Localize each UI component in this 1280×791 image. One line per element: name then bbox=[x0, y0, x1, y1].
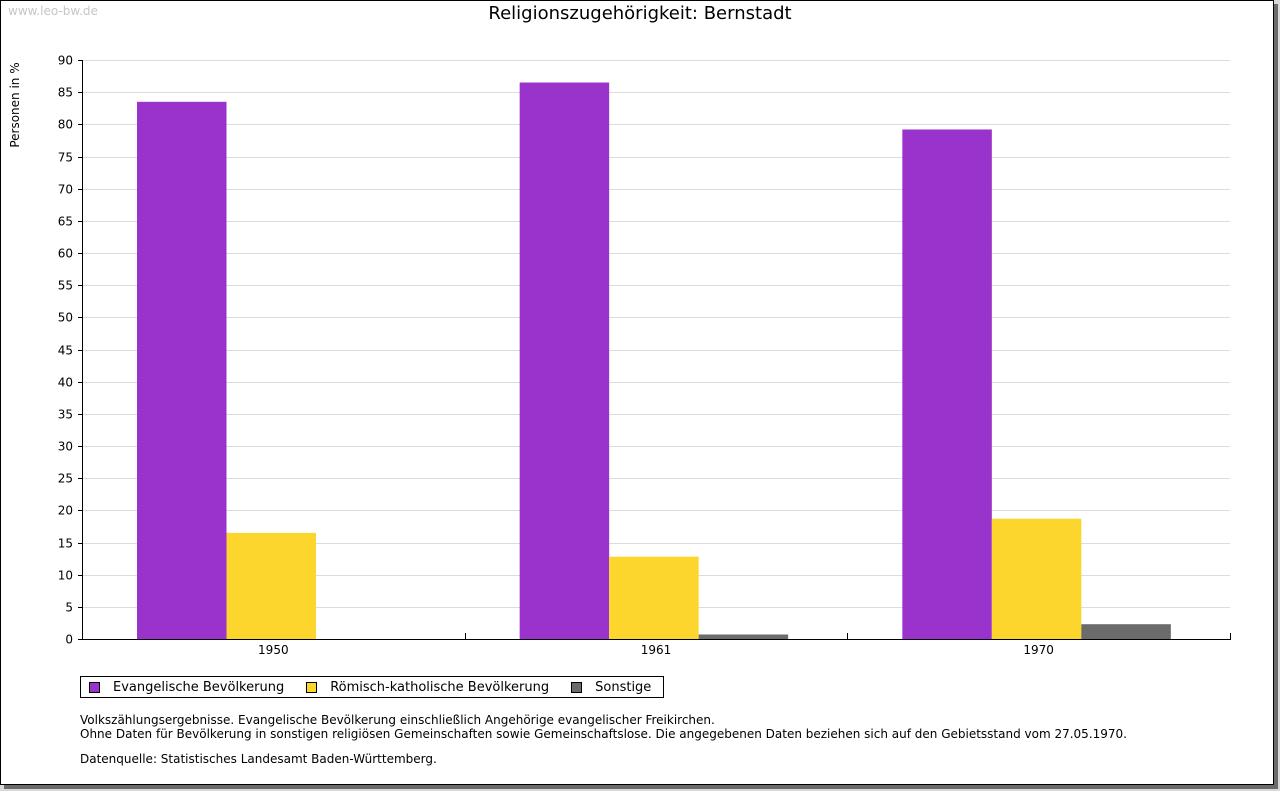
bar-1961-series-3 bbox=[698, 634, 789, 639]
bar-1970-series-2 bbox=[991, 518, 1082, 639]
y-tick-label: 55 bbox=[58, 279, 73, 293]
y-tick-label: 80 bbox=[58, 118, 73, 132]
bar-1961-series-1 bbox=[519, 82, 610, 640]
y-tick-label: 15 bbox=[58, 537, 73, 551]
legend-swatch-katholisch bbox=[306, 681, 318, 693]
legend-item-sonstige: Sonstige bbox=[571, 680, 651, 695]
footnotes: Volkszählungsergebnisse. Evangelische Be… bbox=[80, 713, 1127, 741]
chart-title: Religionszugehörigkeit: Bernstadt bbox=[488, 3, 792, 24]
bar-1970-series-3 bbox=[1081, 624, 1171, 639]
x-tick-label: 1950 bbox=[258, 643, 289, 657]
bar-chart: 0 5 10 15 20 25 30 35 40 45 50 55 60 65 70 75 80 85 90 1950… bbox=[58, 54, 1231, 657]
y-tick-label: 65 bbox=[58, 215, 73, 229]
footnote-line-2: Ohne Daten für Bevölkerung in sonstigen … bbox=[80, 727, 1127, 741]
bar-1950-series-1 bbox=[137, 101, 227, 640]
legend-label-katholisch: Römisch-katholische Bevölkerung bbox=[330, 679, 550, 695]
legend-swatch-sonstige bbox=[571, 681, 583, 693]
bar-1961-series-2 bbox=[609, 556, 699, 639]
y-tick-label: 35 bbox=[58, 408, 73, 422]
y-tick-label: 30 bbox=[58, 440, 73, 454]
y-tick-label: 0 bbox=[65, 633, 73, 647]
y-tick-label: 45 bbox=[58, 344, 73, 358]
y-tick-label: 20 bbox=[58, 504, 73, 518]
legend-label-sonstige: Sonstige bbox=[595, 679, 652, 695]
y-tick-label: 25 bbox=[58, 472, 73, 486]
footnote-line-1: Volkszählungsergebnisse. Evangelische Be… bbox=[80, 713, 715, 727]
x-tick-label: 1961 bbox=[641, 643, 672, 657]
y-tick-label: 90 bbox=[58, 54, 73, 68]
y-tick-label: 40 bbox=[58, 376, 73, 390]
legend-swatch-evangelisch bbox=[89, 681, 100, 693]
y-tick-label: 5 bbox=[65, 601, 73, 615]
legend: Evangelische Bevölkerung Römisch-katholi… bbox=[80, 676, 665, 698]
watermark: www.leo-bw.de bbox=[8, 4, 98, 18]
bar-1970-series-1 bbox=[902, 129, 992, 640]
legend-item-katholisch: Römisch-katholische Bevölkerung bbox=[306, 680, 549, 695]
y-tick-label: 60 bbox=[58, 247, 73, 261]
data-source: Datenquelle: Statistisches Landesamt Bad… bbox=[80, 752, 437, 766]
legend-label-evangelisch: Evangelische Bevölkerung bbox=[113, 679, 285, 695]
bar-1950-series-2 bbox=[226, 532, 316, 639]
y-tick-label: 75 bbox=[58, 151, 73, 165]
legend-item-evangelisch: Evangelische Bevölkerung bbox=[89, 680, 284, 695]
y-tick-label: 85 bbox=[58, 86, 73, 100]
x-tick-label: 1970 bbox=[1023, 643, 1054, 657]
y-tick-label: 10 bbox=[58, 569, 73, 583]
y-tick-label: 70 bbox=[58, 183, 73, 197]
y-tick-label: 50 bbox=[58, 311, 73, 325]
